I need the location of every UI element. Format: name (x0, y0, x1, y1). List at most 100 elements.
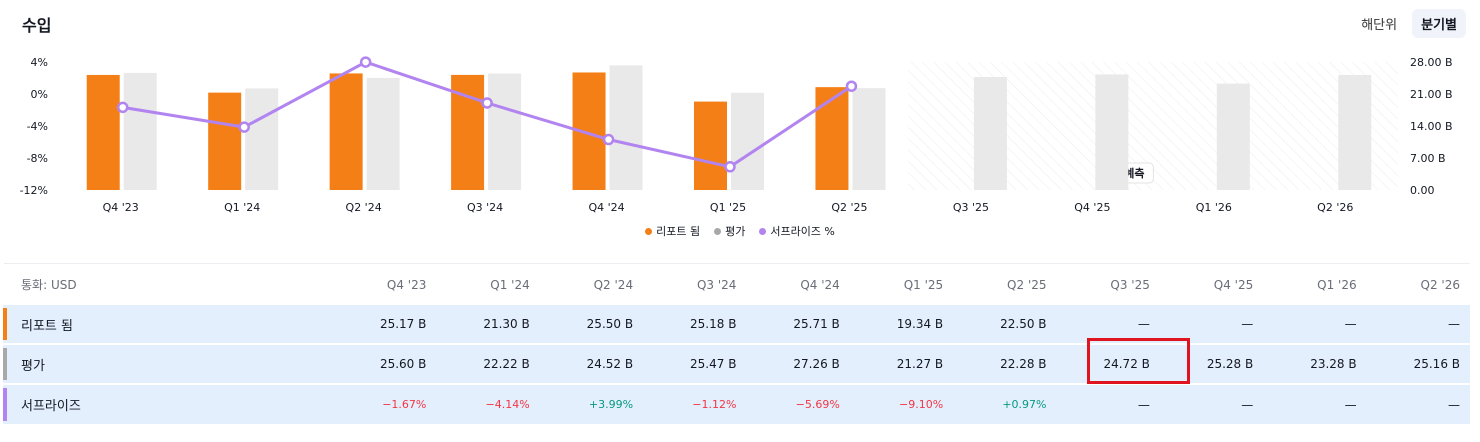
table-cell: 25.28 B (1159, 343, 1264, 384)
column-header: Q2 '24 (593, 277, 634, 292)
legend-item[interactable]: 리포트 됨 (645, 223, 700, 239)
toggle-quarterly-button[interactable]: 분기별 (1412, 9, 1466, 38)
table-row: 리포트 됨 25.17 B 21.30 B 25.50 B 25.18 B 25.71 B… (3, 303, 1470, 344)
bar-estimate-8[interactable] (1095, 74, 1129, 190)
table-row: 평가 25.60 B 22.22 B 24.52 B 25.47 B 27.26 B 21.… (3, 343, 1470, 384)
legend-dot (714, 227, 722, 235)
x-tick-label: Q2 '26 (1317, 201, 1353, 214)
column-header: Q4 '24 (800, 277, 840, 292)
currency-label: 통화: USD (21, 278, 77, 292)
legend-label: 리포트 됨 (656, 225, 701, 238)
table-cell: 25.47 B (643, 343, 747, 384)
period-toggle: 해단위 분기별 (1352, 9, 1466, 38)
surprise-point-2[interactable] (359, 56, 372, 68)
table-cell: — (1366, 383, 1470, 424)
x-tick-label: Q2 '25 (831, 201, 867, 214)
column-header: Q4 '25 (1213, 277, 1254, 292)
legend-dot (645, 227, 653, 235)
surprise-point-0[interactable] (116, 101, 129, 114)
x-tick-label: Q4 '23 (103, 201, 139, 214)
table-cell: 19.34 B (849, 303, 954, 344)
column-header: Q1 '26 (1317, 277, 1357, 292)
table-cell: — (1159, 383, 1264, 424)
right-tick-label: 0.00 (1410, 184, 1435, 197)
x-tick-label: Q3 '24 (467, 201, 503, 214)
chart-legend: 리포트 됨 평가 서프라이즈 % (0, 223, 1480, 239)
table-cell: 25.71 B (746, 303, 850, 344)
row-label: 서프라이즈 (3, 383, 333, 424)
bar-estimate-10[interactable] (1338, 74, 1372, 190)
toggle-annual-button[interactable]: 해단위 (1361, 18, 1398, 33)
bar-reported-2[interactable] (329, 73, 363, 190)
bar-estimate-1[interactable] (245, 88, 279, 190)
right-tick-label: 14.00 B (1410, 120, 1453, 133)
forecast-label: 예측 (1124, 166, 1144, 180)
x-tick-label: Q2 '24 (346, 201, 382, 214)
bar-estimate-9[interactable] (1216, 83, 1250, 190)
table-cell: 24.52 B (539, 343, 644, 384)
surprise-point-4[interactable] (602, 133, 615, 146)
bar-estimate-6[interactable] (852, 88, 886, 190)
bar-reported-6[interactable] (815, 87, 849, 190)
column-header: Q2 '25 (1007, 277, 1047, 292)
table-cell: 22.28 B (953, 343, 1057, 384)
table-cell: 25.60 B (333, 343, 437, 384)
bar-estimate-3[interactable] (488, 73, 522, 190)
legend-item[interactable]: 평가 (714, 223, 745, 239)
surprise-point-6[interactable] (845, 80, 858, 92)
legend-item[interactable]: 서프라이즈 % (759, 223, 835, 239)
bar-estimate-4[interactable] (609, 65, 643, 190)
table-cell: −5.69% (746, 383, 850, 424)
right-tick-label: 7.00 B (1410, 152, 1446, 165)
left-tick-label: 0% (31, 88, 48, 101)
column-header: Q4 '23 (386, 277, 427, 292)
bar-estimate-7[interactable] (973, 76, 1007, 190)
left-tick-label: -8% (27, 152, 48, 165)
column-header: Q2 '26 (1420, 277, 1460, 292)
table-cell: 25.18 B (643, 303, 747, 344)
table-cell: 21.30 B (436, 303, 540, 344)
legend-label: 서프라이즈 % (770, 225, 835, 238)
column-header: Q3 '24 (696, 277, 737, 292)
right-tick-label: 21.00 B (1410, 88, 1453, 101)
left-tick-label: -12% (20, 184, 48, 197)
table-cell: 25.50 B (539, 303, 644, 344)
table-cell: — (1159, 303, 1264, 344)
table-cell: — (1366, 303, 1470, 344)
table-cell: 21.27 B (849, 343, 954, 384)
divider (4, 263, 1470, 264)
legend-label: 평가 (725, 225, 746, 238)
left-tick-label: 4% (31, 56, 48, 69)
bar-estimate-2[interactable] (366, 77, 400, 190)
surprise-point-1[interactable] (238, 121, 250, 133)
surprise-point-5[interactable] (724, 161, 736, 173)
bar-estimate-0[interactable] (123, 72, 157, 190)
table-cell: 22.22 B (436, 343, 540, 384)
table-cell: — (1056, 383, 1160, 424)
table-cell: — (1263, 303, 1367, 344)
bar-reported-5[interactable] (694, 101, 727, 190)
x-tick-label: Q3 '25 (953, 201, 989, 214)
table-cell: 25.16 B (1366, 343, 1470, 384)
table-cell: — (1056, 303, 1160, 344)
bar-reported-1[interactable] (208, 92, 242, 190)
table-cell: +3.99% (539, 383, 644, 424)
bar-estimate-5[interactable] (731, 92, 764, 190)
table-cell: 25.17 B (333, 303, 437, 344)
table-cell: −1.12% (643, 383, 747, 424)
x-tick-label: Q1 '26 (1196, 201, 1232, 214)
surprise-point-3[interactable] (481, 97, 493, 109)
x-tick-label: Q1 '24 (224, 201, 260, 214)
section-title: 수입 (22, 16, 52, 35)
x-tick-label: Q4 '24 (588, 201, 624, 214)
legend-dot (759, 227, 767, 235)
x-tick-label: Q1 '25 (710, 201, 746, 214)
table-cell: 23.28 B (1263, 343, 1367, 384)
bar-reported-0[interactable] (86, 74, 120, 190)
x-tick-label: Q4 '25 (1074, 201, 1110, 214)
table-cell: 22.50 B (953, 303, 1057, 344)
table-cell: +0.97% (953, 383, 1057, 424)
row-label: 리포트 됨 (3, 303, 333, 344)
left-tick-label: -4% (27, 120, 48, 133)
earnings-table: 통화: USD Q4 '23 Q1 '24 Q2 '24 Q3 '24 Q4 '24 Q1 … (3, 266, 1470, 424)
